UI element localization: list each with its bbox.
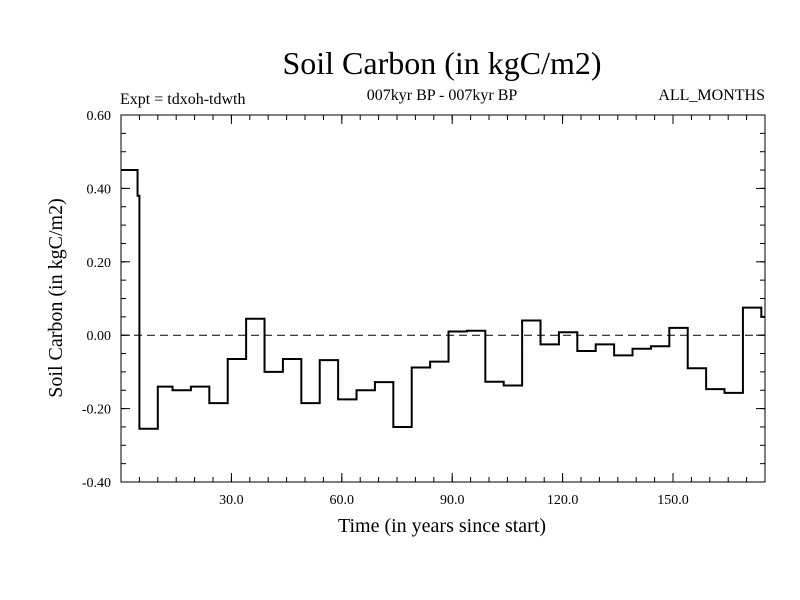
plot-frame xyxy=(120,114,766,483)
months-label: ALL_MONTHS xyxy=(658,87,765,104)
y-tick-label: 0.20 xyxy=(87,256,112,271)
x-axis-label: Time (in years since start) xyxy=(338,515,546,537)
y-axis-label: Soil Carbon (in kgC/m2) xyxy=(45,198,67,397)
chart-title: Soil Carbon (in kgC/m2) xyxy=(282,45,601,81)
x-tick-label: 120.0 xyxy=(547,493,579,508)
x-tick-label: 60.0 xyxy=(330,493,355,508)
chart-subtitle: 007kyr BP - 007kyr BP xyxy=(367,87,518,104)
y-tick-label: 0.60 xyxy=(87,109,112,124)
y-tick-label: -0.20 xyxy=(82,403,111,418)
plot-area: -0.40 -0.20 0.00 0.20 0.40 0.60 30.0 60.0 90.0 12… xyxy=(82,109,766,508)
expt-label: Expt = tdxoh-tdwth xyxy=(120,91,245,108)
series-line xyxy=(121,169,765,430)
y-tick-label: -0.40 xyxy=(82,476,111,491)
x-tick-label: 90.0 xyxy=(440,493,465,508)
y-tick-label: 0.40 xyxy=(87,182,112,197)
x-tick-label: 150.0 xyxy=(657,493,689,508)
x-tick-label: 30.0 xyxy=(219,493,244,508)
y-tick-label: 0.00 xyxy=(87,329,112,344)
